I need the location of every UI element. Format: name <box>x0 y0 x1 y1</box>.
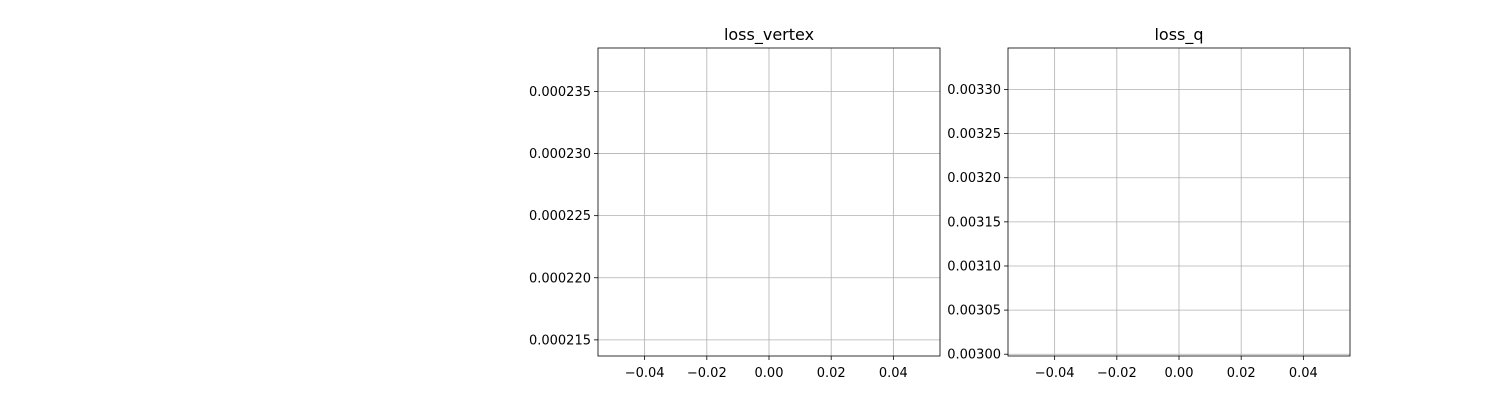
loss-vertex-y-tick-label: 0.000215 <box>529 333 591 348</box>
loss-vertex-y-tick-label: 0.000225 <box>529 209 591 224</box>
loss-q-y-tick-label: 0.00315 <box>947 215 1001 230</box>
loss-vertex-y-tick-label: 0.000235 <box>529 85 591 100</box>
loss-q-x-tick-label: 0.02 <box>1227 366 1256 381</box>
loss-q-y-tick-label: 0.00305 <box>947 304 1001 319</box>
loss-vertex-panel: loss_vertex −0.04 −0.02 0.00 0.02 0.04 0.0002… <box>529 25 941 381</box>
loss-vertex-x-tick-label: 0.04 <box>879 366 908 381</box>
loss-q-x-tick-label: −0.04 <box>1035 366 1075 381</box>
loss-vertex-x-tick-label: 0.02 <box>817 366 846 381</box>
loss-q-y-tick-label: 0.00320 <box>947 171 1001 186</box>
loss-vertex-y-tick-label: 0.000220 <box>529 271 591 286</box>
loss-q-panel: loss_q −0.04 −0.02 0.00 0.02 0.04 0.00300 0.00… <box>947 25 1351 381</box>
loss-q-y-tick-label: 0.00310 <box>947 259 1001 274</box>
loss-q-x-tick-label: 0.00 <box>1165 366 1194 381</box>
loss-q-title: loss_q <box>1154 25 1203 45</box>
loss-vertex-x-tick-label: 0.00 <box>755 366 784 381</box>
loss-q-y-tick-label: 0.00325 <box>947 127 1001 142</box>
loss-q-x-tick-label: 0.04 <box>1289 366 1318 381</box>
loss-vertex-y-tick-label: 0.000230 <box>529 147 591 162</box>
loss-vertex-title: loss_vertex <box>724 25 814 45</box>
loss-q-y-tick-label: 0.00330 <box>947 83 1001 98</box>
loss-vertex-x-tick-label: −0.02 <box>687 366 727 381</box>
loss-vertex-x-tick-label: −0.04 <box>625 366 665 381</box>
loss-q-x-tick-label: −0.02 <box>1097 366 1137 381</box>
loss-q-y-tick-label: 0.00300 <box>947 348 1001 363</box>
